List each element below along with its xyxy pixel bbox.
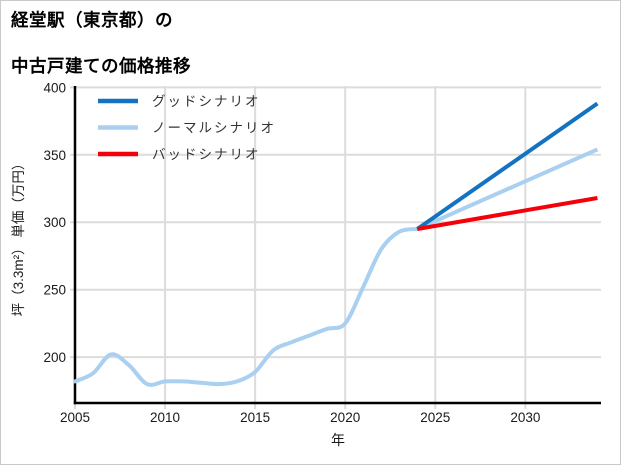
normal-scenario-line [416, 147, 599, 231]
x-tick-label: 2020 [330, 410, 360, 425]
x-axis-title: 年 [331, 432, 345, 448]
x-tick-label: 2010 [150, 410, 180, 425]
y-tick-label: 400 [43, 80, 66, 95]
normal-legend-label: ノーマルシナリオ [152, 121, 276, 136]
x-tick-label: 2015 [240, 410, 270, 425]
legend-item-good: グッドシナリオ [98, 94, 261, 109]
y-tick-label: 300 [43, 215, 66, 230]
good-legend-label: グッドシナリオ [152, 94, 261, 109]
y-axis-title: 坪（3.3m²） 単価（万円） [11, 157, 26, 317]
x-tick-label: 2030 [510, 410, 540, 425]
title-line-2: 中古戸建ての価格推移 [11, 56, 191, 76]
bad-scenario-line [416, 196, 598, 231]
y-tick-label: 350 [43, 148, 66, 163]
legend-item-normal: ノーマルシナリオ [98, 121, 276, 136]
x-tick-label: 2005 [60, 410, 90, 425]
title-line-1: 経堂駅（東京都）の [11, 10, 173, 30]
x-tick-label: 2025 [420, 410, 450, 425]
good-scenario-line [416, 101, 599, 231]
bad-legend-label: バッドシナリオ [152, 147, 261, 162]
history-line [73, 227, 420, 387]
y-tick-label: 200 [43, 350, 66, 365]
page-title: 経堂駅（東京都）の 中古戸建ての価格推移 [11, 9, 191, 78]
y-tick-label: 250 [43, 283, 66, 298]
legend-item-bad: バッドシナリオ [98, 147, 261, 162]
